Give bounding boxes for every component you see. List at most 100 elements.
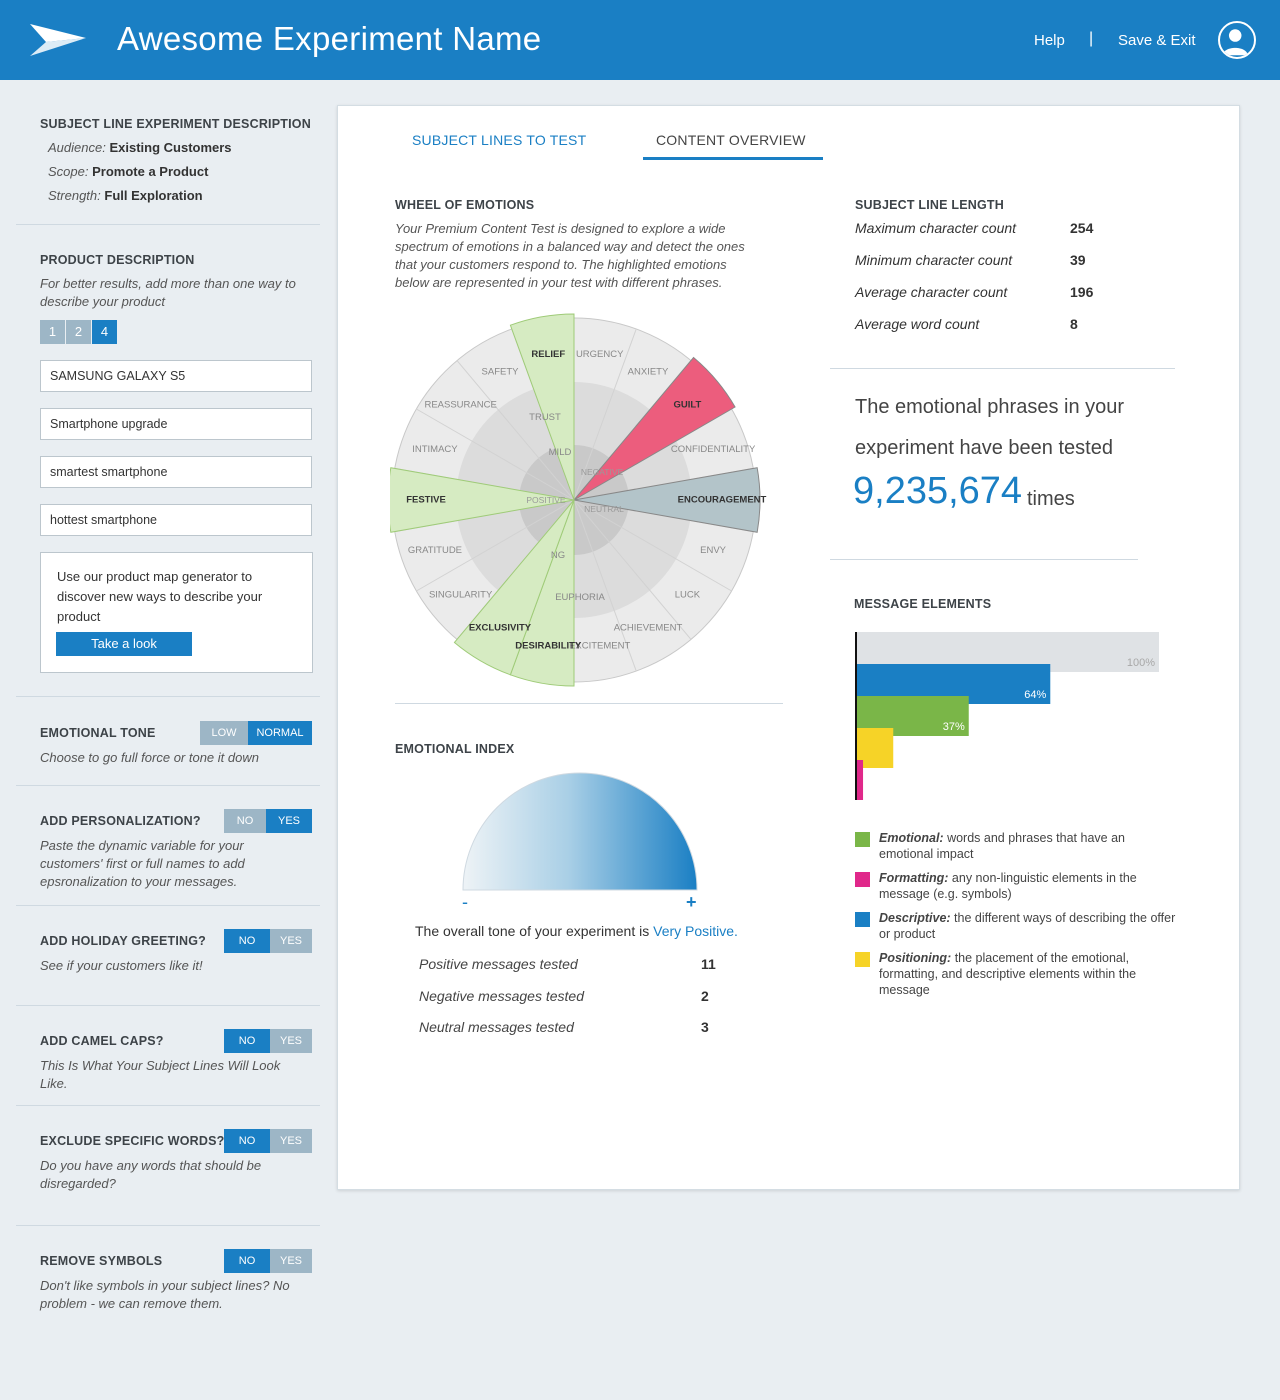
wheel-highlight-exclusivity xyxy=(453,499,575,676)
divider-left xyxy=(395,703,783,704)
legend-swatch-descriptive xyxy=(855,912,870,927)
wheel-label-excitement: EXCITEMENT xyxy=(569,640,630,651)
wheel-label-reassurance: REASSURANCE xyxy=(424,399,496,410)
gauge-plus-label: + xyxy=(686,892,697,912)
camel-caps-no-option[interactable]: NO xyxy=(224,1029,270,1053)
wheel-mid-label-ng: NG xyxy=(551,550,565,561)
step-tab-4[interactable]: 4 xyxy=(92,320,117,344)
paper-plane-logo-icon[interactable] xyxy=(28,20,88,60)
product-description-heading: PRODUCT DESCRIPTION xyxy=(40,253,195,267)
experiment-description-section: SUBJECT LINE EXPERIMENT DESCRIPTION Audi… xyxy=(16,80,320,225)
step-tab-1[interactable]: 1 xyxy=(40,320,65,344)
neutral-row: Neutral messages tested 3 xyxy=(419,1019,709,1035)
tested-line-1: The emotional phrases in your xyxy=(855,396,1125,418)
wheel-label-urgency: URGENCY xyxy=(576,349,624,360)
wheel-label-envy: ENVY xyxy=(700,545,727,556)
wheel-description: Your Premium Content Test is designed to… xyxy=(395,221,745,290)
tab-content-overview[interactable]: CONTENT OVERVIEW xyxy=(656,132,806,148)
wheel-spoke xyxy=(416,499,575,592)
take-a-look-button[interactable]: Take a look xyxy=(56,632,192,656)
personalization-hint: Paste the dynamic variable for your cust… xyxy=(40,838,245,889)
wheel-highlight-relief xyxy=(509,313,575,501)
holiday-no-option[interactable]: NO xyxy=(224,929,270,953)
strength-row: Strength: Full Exploration xyxy=(48,188,203,203)
emotional-index-gauge xyxy=(462,772,698,891)
tested-count: 9,235,674 xyxy=(853,470,1023,512)
legend-swatch-positioning xyxy=(855,952,870,967)
positive-row: Positive messages tested 11 xyxy=(419,956,716,972)
min-char-row: Minimum character count 39 xyxy=(855,252,1086,268)
wheel-highlight-festive xyxy=(390,467,575,533)
active-tab-underline xyxy=(643,157,823,160)
product-description-input-1[interactable]: SAMSUNG GALAXY S5 xyxy=(40,360,312,392)
exclude-no-option[interactable]: NO xyxy=(224,1129,270,1153)
wheel-label-achievement: ACHIEVEMENT xyxy=(614,623,683,634)
save-exit-link[interactable]: Save & Exit xyxy=(1118,32,1196,49)
wheel-label-singularity: SINGULARITY xyxy=(429,590,493,601)
tab-subject-lines[interactable]: SUBJECT LINES TO TEST xyxy=(412,132,587,148)
personalization-yes-option[interactable]: YES xyxy=(266,809,312,833)
negative-row: Negative messages tested 2 xyxy=(419,988,709,1004)
camel-caps-hint: This Is What Your Subject Lines Will Loo… xyxy=(40,1058,281,1091)
step-tab-2[interactable]: 2 xyxy=(66,320,91,344)
exclude-yes-option[interactable]: YES xyxy=(270,1129,312,1153)
personalization-heading: ADD PERSONALIZATION? xyxy=(40,814,201,828)
gauge-minus-label: - xyxy=(462,892,468,912)
product-description-input-3[interactable]: smartest smartphone xyxy=(40,456,312,488)
help-link[interactable]: Help xyxy=(1034,32,1065,49)
top-bar: Awesome Experiment Name Help | Save & Ex… xyxy=(0,0,1280,80)
exclude-words-section: EXCLUDE SPECIFIC WORDS? Do you have any … xyxy=(16,1106,320,1226)
personalization-no-option[interactable]: NO xyxy=(224,809,266,833)
wheel-label-desirability: DESIRABILITY xyxy=(515,640,582,651)
product-description-input-4[interactable]: hottest smartphone xyxy=(40,504,312,536)
emotional-tone-hint: Choose to go full force or tone it down xyxy=(40,750,259,765)
wheel-heading: WHEEL OF EMOTIONS xyxy=(395,198,535,212)
wheel-label-festive: FESTIVE xyxy=(406,495,446,506)
exclude-words-heading: EXCLUDE SPECIFIC WORDS? xyxy=(40,1134,225,1148)
bar-formatting xyxy=(857,760,864,800)
remove-symbols-no-option[interactable]: NO xyxy=(224,1249,270,1273)
message-elements-heading: MESSAGE ELEMENTS xyxy=(854,597,992,611)
camel-caps-yes-option[interactable]: YES xyxy=(270,1029,312,1053)
tested-suffix: times xyxy=(1027,488,1075,510)
scope-row: Scope: Promote a Product xyxy=(48,164,209,179)
holiday-yes-option[interactable]: YES xyxy=(270,929,312,953)
wheel-mid-label-mild: MILD xyxy=(549,447,572,458)
remove-symbols-section: REMOVE SYMBOLS Don't like symbols in you… xyxy=(16,1226,320,1346)
experiment-description-heading: SUBJECT LINE EXPERIMENT DESCRIPTION xyxy=(40,117,311,131)
wheel-label-anxiety: ANXIETY xyxy=(628,366,669,377)
legend-swatch-emotional xyxy=(855,832,870,847)
wheel-spoke xyxy=(416,408,575,501)
wheel-label-confidentiality: CONFIDENTIALITY xyxy=(671,444,756,455)
bar-label-total: 100% xyxy=(1127,657,1155,669)
product-description-hint: For better results, add more than one wa… xyxy=(40,276,296,309)
content-card: SUBJECT LINES TO TEST CONTENT OVERVIEW W… xyxy=(337,105,1240,1190)
tested-line-2: experiment have been tested xyxy=(855,437,1113,459)
emotional-tone-heading: EMOTIONAL TONE xyxy=(40,726,156,740)
product-description-input-2[interactable]: Smartphone upgrade xyxy=(40,408,312,440)
wheel-mid-label-trust: TRUST xyxy=(529,412,561,423)
remove-symbols-yes-option[interactable]: YES xyxy=(270,1249,312,1273)
wheel-mid-label-euphoria: EUPHORIA xyxy=(555,592,605,603)
user-avatar-icon[interactable] xyxy=(1218,21,1256,59)
wheel-highlight-encouragement xyxy=(573,467,761,533)
wheel-spoke xyxy=(573,499,692,640)
description-step-tabs: 1 2 4 xyxy=(40,320,118,344)
wheel-of-emotions: URGENCY ANXIETY GUILT CONFIDENTIALITY ENCOUR… xyxy=(390,313,767,687)
wheel-label-exclusivity: EXCLUSIVITY xyxy=(469,623,532,634)
divider-right-2 xyxy=(830,559,1138,560)
exclude-words-hint: Do you have any words that should be dis… xyxy=(40,1158,262,1191)
wheel-label-encouragement: ENCOURAGEMENT xyxy=(678,495,767,506)
bar-label-emotional: 37% xyxy=(943,721,965,733)
tone-low-option[interactable]: LOW xyxy=(200,721,248,745)
holiday-greeting-toggle: NO YES xyxy=(224,929,312,953)
wheel-spoke xyxy=(573,499,732,592)
max-char-row: Maximum character count 254 xyxy=(855,220,1094,236)
wheel-spoke xyxy=(456,360,575,501)
tone-normal-option[interactable]: NORMAL xyxy=(248,721,312,745)
divider-right-1 xyxy=(830,368,1175,369)
experiment-title: Awesome Experiment Name xyxy=(117,20,542,57)
wheel-label-guilt: GUILT xyxy=(673,399,701,410)
wheel-inner-label-neutral: NEUTRAL xyxy=(584,504,624,514)
emotional-index-heading: EMOTIONAL INDEX xyxy=(395,742,515,756)
